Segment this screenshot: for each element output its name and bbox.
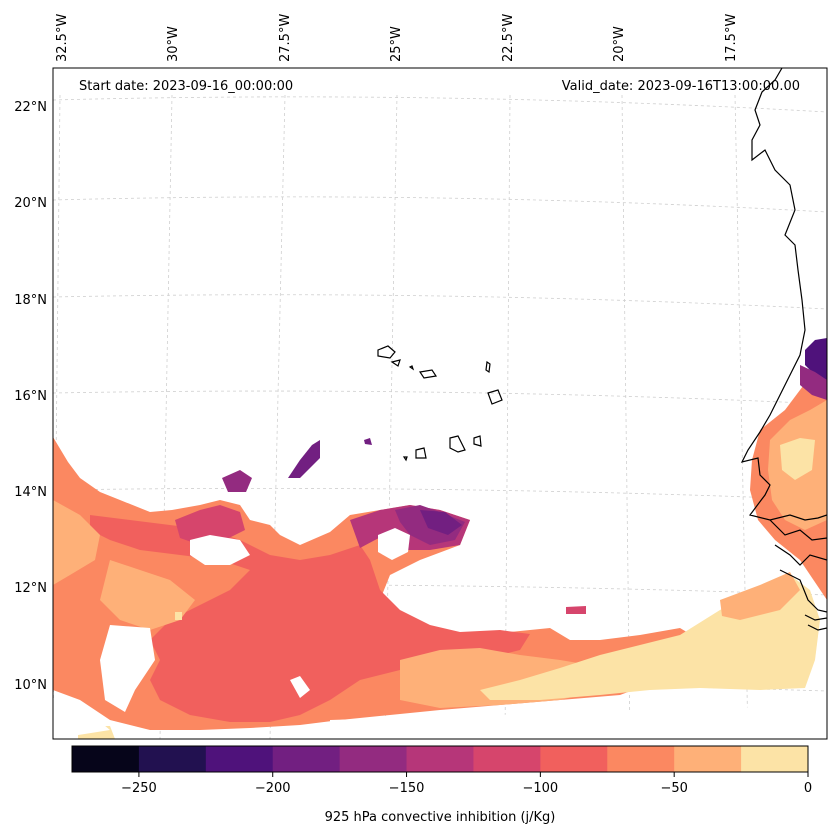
lat-label: 14°N bbox=[14, 485, 47, 500]
colorbar-tick-label: −250 bbox=[121, 781, 157, 796]
colorbar-segments bbox=[72, 746, 809, 772]
colorbar-label: 925 hPa convective inhibition (j/Kg) bbox=[325, 810, 556, 825]
colorbar-segment bbox=[339, 746, 408, 772]
cin-region-patch bbox=[222, 470, 252, 492]
cin-region-coastal-strong bbox=[805, 338, 827, 380]
lat-label: 10°N bbox=[14, 678, 47, 693]
cin-region-moderate bbox=[90, 515, 530, 722]
masked-holes bbox=[53, 528, 827, 739]
map-content bbox=[53, 68, 827, 739]
lon-label: 32.5°W bbox=[55, 14, 70, 62]
west-africa-coastline bbox=[740, 68, 827, 521]
longitude-labels: 32.5°W 30°W 27.5°W 25°W 22.5°W 20°W 17.5… bbox=[55, 14, 739, 62]
lat-label: 12°N bbox=[14, 581, 47, 596]
lon-label: 17.5°W bbox=[724, 14, 739, 62]
colorbar-frame bbox=[71, 745, 809, 773]
lat-label: 20°N bbox=[14, 196, 47, 211]
colorbar-segment bbox=[540, 746, 608, 772]
colorbar-segment bbox=[205, 746, 274, 772]
latitude-labels: 22°N 20°N 18°N 16°N 14°N 12°N 10°N bbox=[14, 100, 47, 693]
colorbar-tick-label: −200 bbox=[255, 781, 291, 796]
cape-verde-islands bbox=[377, 345, 396, 359]
lon-label: 25°W bbox=[389, 26, 404, 62]
lat-label: 22°N bbox=[14, 100, 47, 115]
cin-region-strong bbox=[175, 505, 245, 545]
start-date-label: Start date: 2023-09-16_00:00:00 bbox=[79, 79, 293, 94]
colorbar-segment bbox=[473, 746, 541, 772]
colorbar-segment bbox=[72, 746, 140, 772]
colorbar-ticks: −250 −200 −150 −100 −50 0 bbox=[121, 772, 812, 796]
map-frame bbox=[52, 67, 828, 740]
colorbar-segment bbox=[406, 746, 474, 772]
colorbar-segment bbox=[272, 746, 341, 772]
colorbar-segment bbox=[138, 746, 207, 772]
colorbar-tick-label: −150 bbox=[389, 781, 425, 796]
lon-label: 22.5°W bbox=[501, 14, 516, 62]
colorbar: −250 −200 −150 −100 −50 0 925 hPa convective … bbox=[71, 745, 812, 825]
colorbar-tick-label: 0 bbox=[804, 781, 812, 796]
lon-label: 27.5°W bbox=[278, 14, 293, 62]
cin-fill-regions bbox=[53, 338, 827, 739]
coastlines bbox=[377, 68, 827, 631]
lon-label: 20°W bbox=[612, 26, 627, 62]
valid-date-label: Valid_date: 2023-09-16T13:00:00.00 bbox=[562, 79, 800, 94]
lat-label: 16°N bbox=[14, 389, 47, 404]
colorbar-segment bbox=[607, 746, 675, 772]
cin-region-weak-west bbox=[53, 500, 100, 585]
lat-label: 18°N bbox=[14, 293, 47, 308]
lon-label: 30°W bbox=[166, 26, 181, 62]
colorbar-tick-label: −50 bbox=[660, 781, 687, 796]
colorbar-tick-label: −100 bbox=[523, 781, 559, 796]
colorbar-segment bbox=[674, 746, 742, 772]
colorbar-segment bbox=[741, 746, 809, 772]
